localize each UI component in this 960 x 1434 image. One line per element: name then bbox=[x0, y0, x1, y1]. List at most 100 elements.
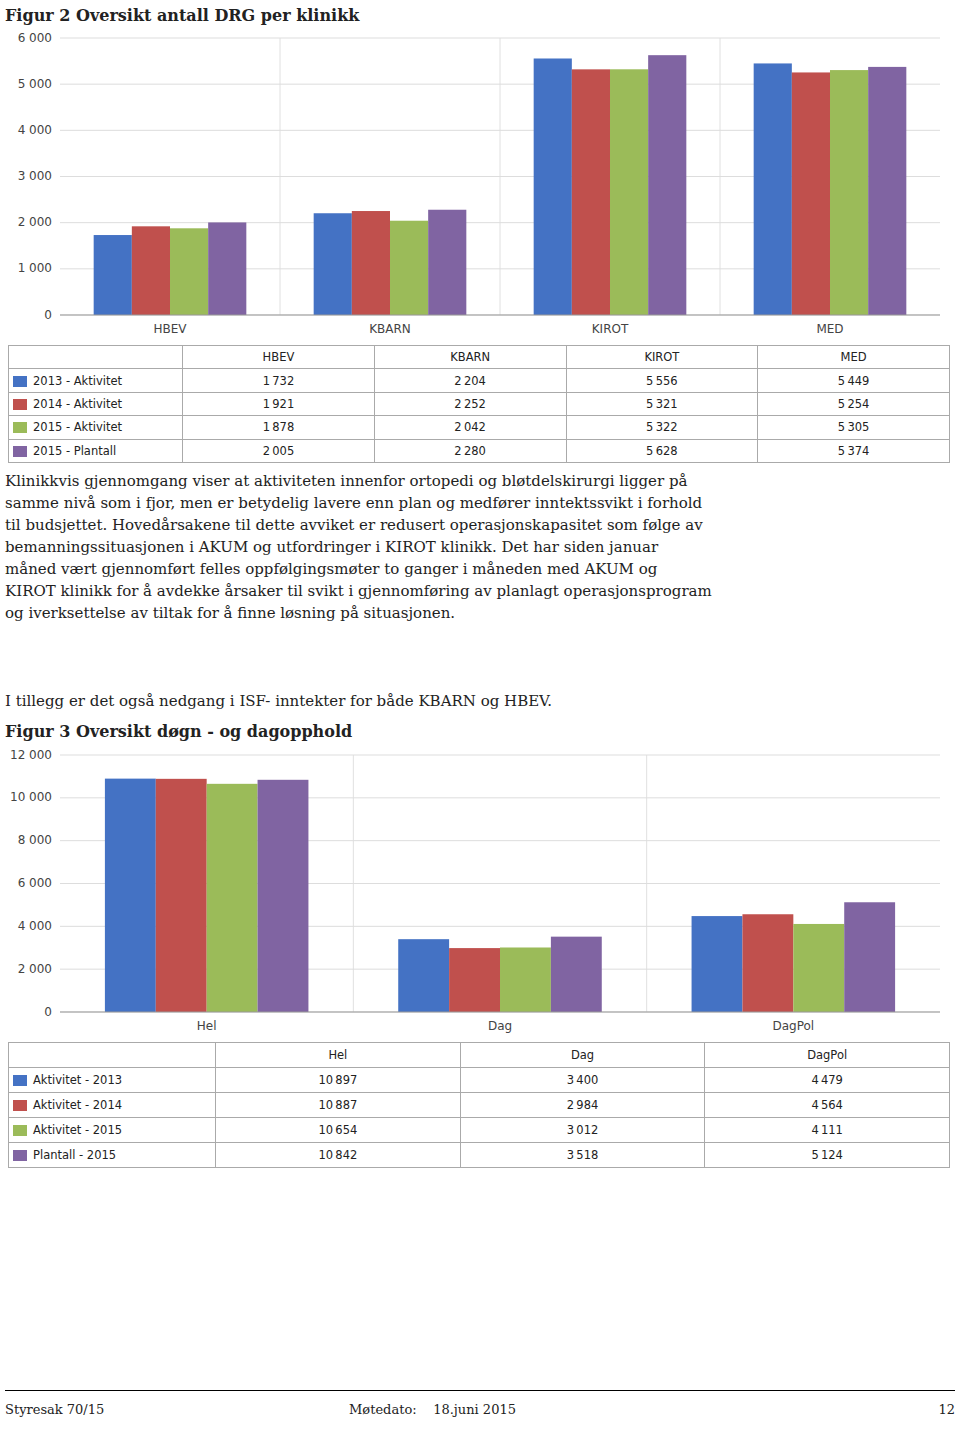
chart: 02 0004 0006 0008 00010 00012 000HelDagD… bbox=[5, 745, 950, 1040]
x-tick-label: Dag bbox=[488, 1019, 512, 1033]
bar bbox=[94, 235, 132, 315]
legend-swatch bbox=[13, 422, 27, 433]
bar bbox=[352, 211, 390, 315]
figure-title: Figur 3 Oversikt døgn - og dagopphold bbox=[5, 720, 945, 744]
y-axis: 01 0002 0003 0004 0005 0006 000 bbox=[18, 31, 52, 322]
bar bbox=[390, 221, 428, 315]
table-row: 2015 - Plantall2 0052 2805 6285 374 bbox=[9, 439, 950, 462]
grid bbox=[60, 755, 940, 1012]
table-value: 2 005 bbox=[183, 439, 375, 462]
table-row-label: Plantall - 2015 bbox=[9, 1143, 216, 1168]
legend-swatch bbox=[13, 1100, 27, 1111]
bar bbox=[610, 69, 648, 315]
table-value: 10 887 bbox=[216, 1093, 461, 1118]
y-tick-label: 6 000 bbox=[18, 31, 52, 45]
table-row: 2014 - Aktivitet1 9212 2525 3215 254 bbox=[9, 392, 950, 415]
table-header: MED bbox=[758, 346, 950, 369]
table-value: 2 042 bbox=[374, 416, 566, 439]
data-table: HBEVKBARNKIROTMED2013 - Aktivitet1 7322 … bbox=[8, 345, 950, 463]
bar bbox=[428, 210, 466, 315]
y-tick-label: 6 000 bbox=[18, 876, 52, 890]
bar bbox=[534, 58, 572, 315]
chart-container: 01 0002 0003 0004 0005 0006 000HBEVKBARN… bbox=[5, 28, 950, 343]
table-value: 3 012 bbox=[460, 1118, 705, 1143]
table-value: 2 984 bbox=[460, 1093, 705, 1118]
table-header: Dag bbox=[460, 1043, 705, 1068]
bar bbox=[572, 69, 610, 315]
footer-left: Styresak 70/15 bbox=[5, 1402, 104, 1417]
y-tick-label: 4 000 bbox=[18, 919, 52, 933]
table-value: 5 322 bbox=[566, 416, 758, 439]
table-value: 3 518 bbox=[460, 1143, 705, 1168]
table-value: 2 252 bbox=[374, 392, 566, 415]
table-row: Aktivitet - 201410 8872 9844 564 bbox=[9, 1093, 950, 1118]
bar bbox=[830, 70, 868, 315]
bar bbox=[754, 63, 792, 315]
legend-label: 2015 - Plantall bbox=[33, 444, 116, 458]
table-header: Hel bbox=[216, 1043, 461, 1068]
y-tick-label: 12 000 bbox=[10, 748, 52, 762]
x-tick-label: Hel bbox=[197, 1019, 217, 1033]
legend-label: 2013 - Aktivitet bbox=[33, 374, 122, 388]
table-row-label: 2015 - Aktivitet bbox=[9, 416, 183, 439]
legend-swatch bbox=[13, 1125, 27, 1136]
chart: 01 0002 0003 0004 0005 0006 000HBEVKBARN… bbox=[5, 28, 950, 343]
bar bbox=[449, 948, 500, 1012]
bar bbox=[207, 784, 258, 1012]
table-value: 5 124 bbox=[705, 1143, 950, 1168]
legend-label: Aktivitet - 2015 bbox=[33, 1123, 122, 1137]
table-header: KBARN bbox=[374, 346, 566, 369]
y-tick-label: 0 bbox=[44, 1005, 52, 1019]
bar bbox=[551, 937, 602, 1012]
chart-container: 02 0004 0006 0008 00010 00012 000HelDagD… bbox=[5, 745, 950, 1040]
footer-center: Møtedato: 18.juni 2015 bbox=[349, 1402, 516, 1417]
bar bbox=[648, 55, 686, 315]
bar bbox=[868, 67, 906, 315]
body-text: Klinikkvis gjennomgang viser at aktivite… bbox=[5, 470, 945, 624]
grid-line bbox=[60, 38, 940, 39]
legend-label: 2014 - Aktivitet bbox=[33, 397, 122, 411]
bar bbox=[792, 72, 830, 315]
x-tick-label: MED bbox=[816, 322, 843, 336]
table-value: 5 449 bbox=[758, 369, 950, 392]
table-row-label: Aktivitet - 2013 bbox=[9, 1068, 216, 1093]
table-value: 10 897 bbox=[216, 1068, 461, 1093]
data-table-container: HBEVKBARNKIROTMED2013 - Aktivitet1 7322 … bbox=[8, 345, 950, 463]
table-value: 2 204 bbox=[374, 369, 566, 392]
table-value: 10 654 bbox=[216, 1118, 461, 1143]
table-value: 5 254 bbox=[758, 392, 950, 415]
y-axis: 0 2 000 4 000 6 000 8 000 10 000 12 000 bbox=[10, 748, 52, 1019]
table-body: HBEVKBARNKIROTMED2013 - Aktivitet1 7322 … bbox=[9, 346, 950, 463]
extra-text: I tillegg er det også nedgang i ISF- inn… bbox=[5, 690, 945, 712]
bar bbox=[314, 213, 352, 315]
legend-swatch bbox=[13, 376, 27, 387]
table-value: 2 280 bbox=[374, 439, 566, 462]
y-tick-label: 10 000 bbox=[10, 790, 52, 804]
bar bbox=[398, 939, 449, 1012]
table-row-label: 2014 - Aktivitet bbox=[9, 392, 183, 415]
bar bbox=[132, 226, 170, 315]
bars bbox=[105, 779, 895, 1012]
table-value: 5 556 bbox=[566, 369, 758, 392]
x-tick-label: HBEV bbox=[153, 322, 187, 336]
y-tick-label: 3 000 bbox=[18, 169, 52, 183]
table-row: Plantall - 201510 8423 5185 124 bbox=[9, 1143, 950, 1168]
table-value: 5 305 bbox=[758, 416, 950, 439]
y-tick-label: 2 000 bbox=[18, 215, 52, 229]
table-value: 4 111 bbox=[705, 1118, 950, 1143]
bar bbox=[258, 780, 309, 1012]
table-row-label: Aktivitet - 2014 bbox=[9, 1093, 216, 1118]
table-value: 5 374 bbox=[758, 439, 950, 462]
legend-swatch bbox=[13, 399, 27, 410]
table-header-row: HelDagDagPol bbox=[9, 1043, 950, 1068]
grid-line bbox=[60, 315, 940, 316]
table-value: 1 921 bbox=[183, 392, 375, 415]
bar bbox=[170, 228, 208, 315]
table-row-label: Aktivitet - 2015 bbox=[9, 1118, 216, 1143]
y-tick-label: 8 000 bbox=[18, 833, 52, 847]
table-row: Aktivitet - 2015 10 6543 0124 111 bbox=[9, 1118, 950, 1143]
y-tick-label: 2 000 bbox=[18, 962, 52, 976]
x-axis-line bbox=[60, 1012, 940, 1013]
table-row-label: 2015 - Plantall bbox=[9, 439, 183, 462]
bar bbox=[844, 902, 895, 1012]
